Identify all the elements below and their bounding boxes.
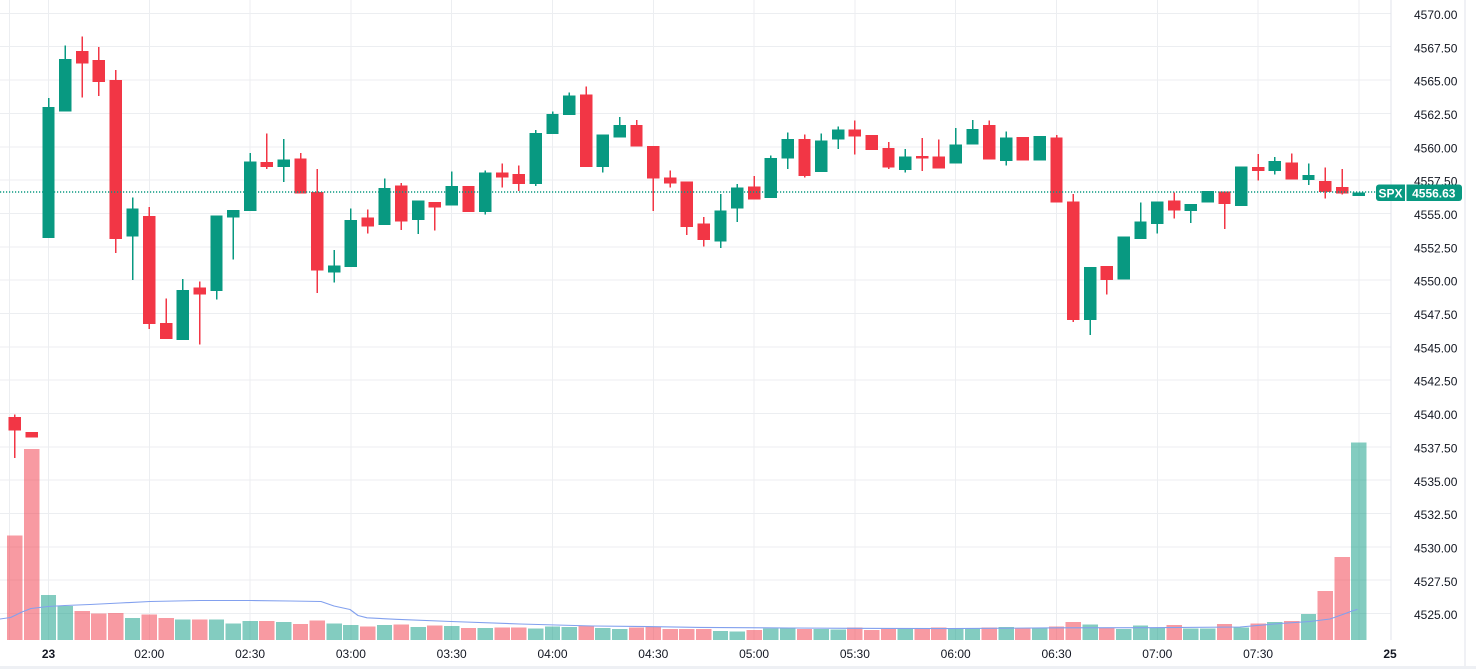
svg-text:4567.50: 4567.50 <box>1414 41 1458 55</box>
svg-text:4565.00: 4565.00 <box>1414 75 1458 89</box>
svg-text:4562.50: 4562.50 <box>1414 108 1458 122</box>
svg-text:05:00: 05:00 <box>739 647 769 661</box>
svg-text:4542.50: 4542.50 <box>1414 375 1458 389</box>
svg-text:04:30: 04:30 <box>638 647 668 661</box>
svg-text:4545.00: 4545.00 <box>1414 341 1458 355</box>
svg-text:SPX: SPX <box>1378 186 1402 200</box>
svg-text:4550.00: 4550.00 <box>1414 275 1458 289</box>
svg-text:06:30: 06:30 <box>1041 647 1071 661</box>
svg-text:4530.00: 4530.00 <box>1414 541 1458 555</box>
svg-text:4556.63: 4556.63 <box>1412 186 1456 200</box>
svg-text:07:00: 07:00 <box>1142 647 1172 661</box>
svg-text:03:30: 03:30 <box>437 647 467 661</box>
svg-text:4560.00: 4560.00 <box>1414 141 1458 155</box>
svg-text:23: 23 <box>42 647 56 661</box>
svg-text:25: 25 <box>1383 647 1397 661</box>
svg-text:4527.50: 4527.50 <box>1414 575 1458 589</box>
svg-text:4547.50: 4547.50 <box>1414 308 1458 322</box>
svg-text:4540.00: 4540.00 <box>1414 408 1458 422</box>
svg-text:03:00: 03:00 <box>336 647 366 661</box>
svg-text:04:00: 04:00 <box>537 647 567 661</box>
svg-text:4555.00: 4555.00 <box>1414 208 1458 222</box>
svg-text:4525.00: 4525.00 <box>1414 608 1458 622</box>
svg-text:07:30: 07:30 <box>1243 647 1273 661</box>
svg-text:4535.00: 4535.00 <box>1414 475 1458 489</box>
svg-text:4552.50: 4552.50 <box>1414 241 1458 255</box>
svg-text:4537.50: 4537.50 <box>1414 441 1458 455</box>
svg-text:4532.50: 4532.50 <box>1414 508 1458 522</box>
svg-text:02:30: 02:30 <box>235 647 265 661</box>
svg-text:05:30: 05:30 <box>840 647 870 661</box>
svg-text:4570.00: 4570.00 <box>1414 8 1458 22</box>
svg-text:06:00: 06:00 <box>941 647 971 661</box>
svg-text:02:00: 02:00 <box>134 647 164 661</box>
